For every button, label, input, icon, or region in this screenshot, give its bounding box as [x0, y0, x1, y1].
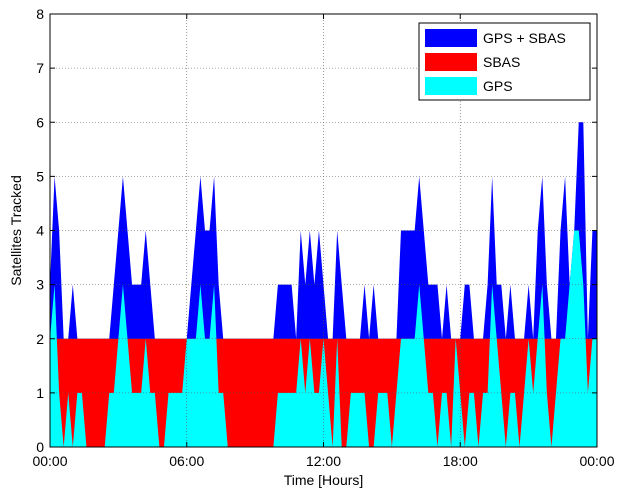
y-tick-label: 6	[36, 114, 44, 130]
legend-swatch	[425, 53, 477, 71]
legend-label: SBAS	[483, 54, 520, 70]
y-axis-label: Satellites Tracked	[8, 175, 24, 286]
x-tick-label: 00:00	[32, 453, 67, 469]
legend-label: GPS + SBAS	[483, 30, 566, 46]
y-tick-label: 0	[36, 439, 44, 455]
legend: GPS + SBAS SBAS GPS	[418, 22, 591, 101]
y-tick-label: 2	[36, 331, 44, 347]
legend-label: GPS	[483, 78, 513, 94]
grid-lines	[50, 14, 597, 447]
x-tick-label: 06:00	[169, 453, 204, 469]
x-tick-label: 18:00	[443, 453, 478, 469]
y-tick-label: 5	[36, 168, 44, 184]
y-tick-label: 3	[36, 277, 44, 293]
y-tick-label: 7	[36, 60, 44, 76]
x-axis-label: Time [Hours]	[284, 472, 364, 488]
legend-swatch	[425, 29, 477, 47]
x-tick-label: 12:00	[306, 453, 341, 469]
legend-swatch	[425, 77, 477, 95]
y-tick-label: 8	[36, 6, 44, 22]
x-tick-label: 00:00	[579, 453, 614, 469]
y-tick-label: 4	[36, 223, 44, 239]
y-tick-label: 1	[36, 385, 44, 401]
